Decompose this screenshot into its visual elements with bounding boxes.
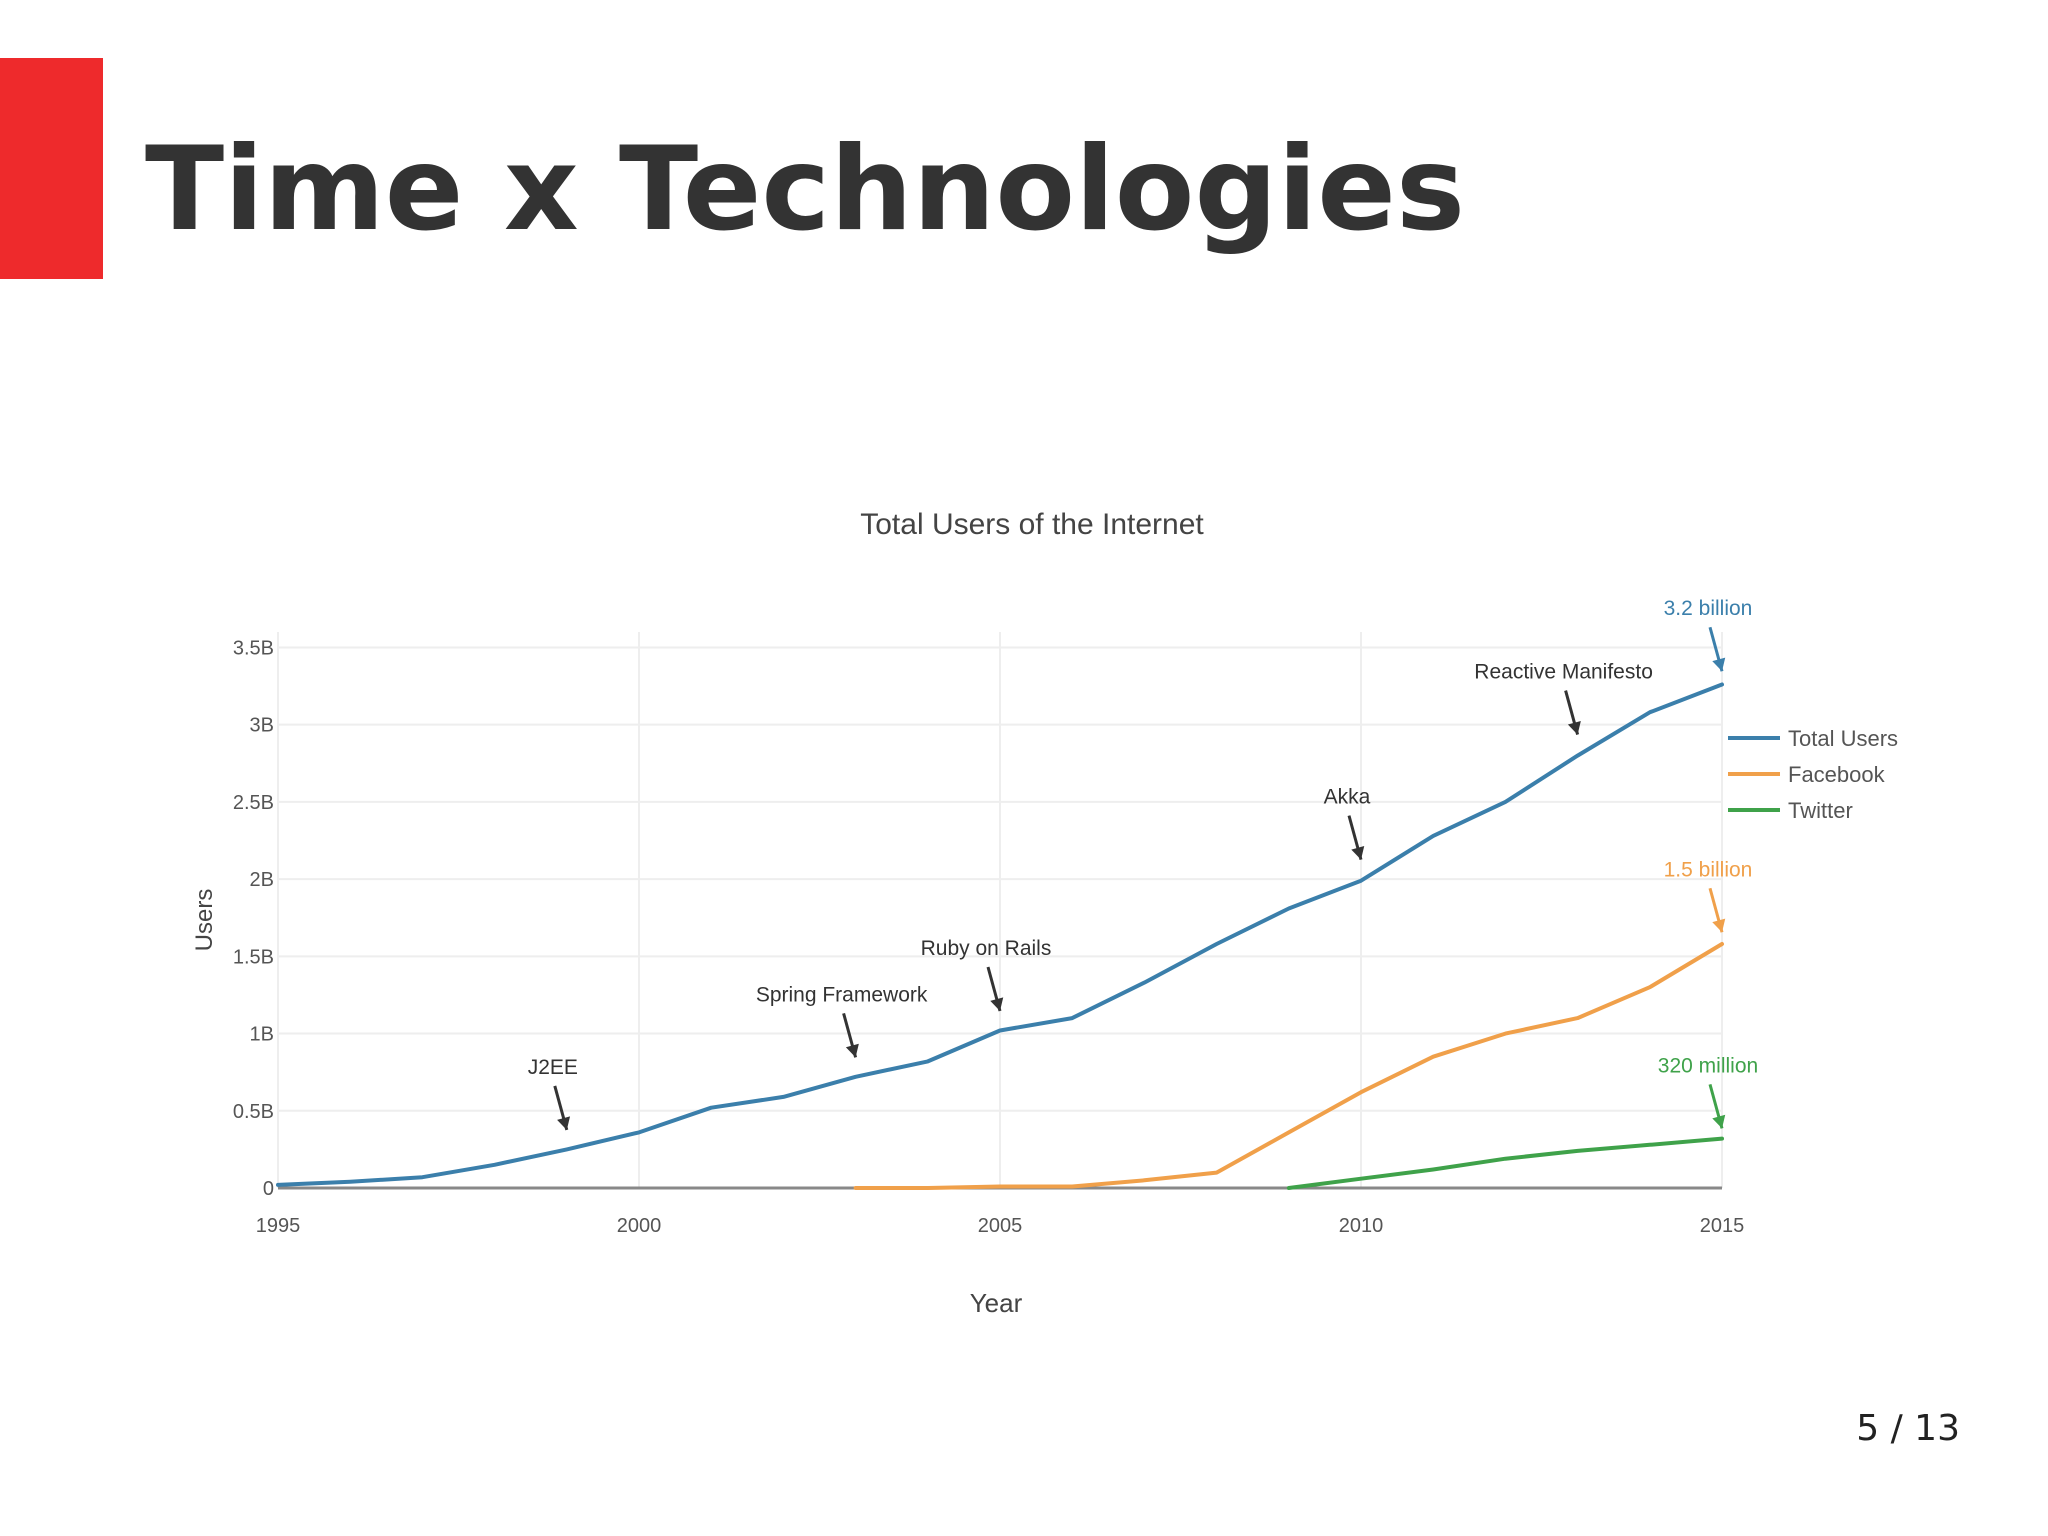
- x-tick-label: 2015: [1700, 1215, 1745, 1237]
- annotation-arrowhead: [845, 1043, 859, 1058]
- annotation-label: J2EE: [528, 1056, 578, 1079]
- y-tick-label: 2B: [250, 869, 274, 891]
- y-tick-label: 2.5B: [233, 792, 274, 814]
- y-tick-label: 3.5B: [233, 637, 274, 659]
- annotation-label: Akka: [1324, 786, 1371, 809]
- x-tick-label: 2010: [1339, 1215, 1384, 1237]
- accent-bar: [0, 58, 103, 279]
- annotation-arrowhead: [1712, 657, 1726, 672]
- y-axis-label: Users: [191, 889, 218, 952]
- annotation-arrowhead: [990, 997, 1004, 1012]
- annotation-label: Spring Framework: [756, 983, 928, 1006]
- page-number: 5 / 13: [1856, 1408, 1960, 1449]
- x-axis-label: Year: [970, 1288, 1023, 1318]
- annotation-arrowhead: [557, 1116, 571, 1130]
- annotation-arrowhead: [1712, 918, 1726, 933]
- x-tick-label: 2000: [617, 1215, 662, 1237]
- x-tick-label: 1995: [256, 1215, 301, 1237]
- series-line-total-users: [276, 682, 1724, 1187]
- annotation-label: Reactive Manifesto: [1474, 661, 1653, 684]
- annotation-label: 1.5 billion: [1664, 858, 1753, 881]
- legend-entry: Total Users: [1788, 726, 1898, 751]
- y-tick-label: 1.5B: [233, 946, 274, 968]
- annotation-label: Ruby on Rails: [921, 937, 1052, 960]
- y-tick-label: 3B: [250, 715, 274, 737]
- annotation-label: 320 million: [1658, 1054, 1758, 1077]
- series-line-twitter: [1286, 1136, 1724, 1190]
- chart-title: Total Users of the Internet: [860, 508, 1204, 541]
- series-line-facebook: [853, 942, 1724, 1190]
- legend-entry: Facebook: [1788, 762, 1886, 787]
- x-tick-label: 2005: [978, 1215, 1023, 1237]
- legend-entry: Twitter: [1788, 798, 1853, 823]
- slide-title: Time x Technologies: [145, 122, 1466, 257]
- annotation-arrowhead: [1351, 846, 1365, 860]
- y-tick-label: 1B: [250, 1024, 274, 1046]
- y-tick-label: 0: [263, 1178, 274, 1200]
- y-tick-label: 0.5B: [233, 1101, 274, 1123]
- annotation-arrowhead: [1712, 1114, 1726, 1129]
- annotation-arrowhead: [1567, 720, 1581, 735]
- annotation-label: 3.2 billion: [1664, 597, 1753, 620]
